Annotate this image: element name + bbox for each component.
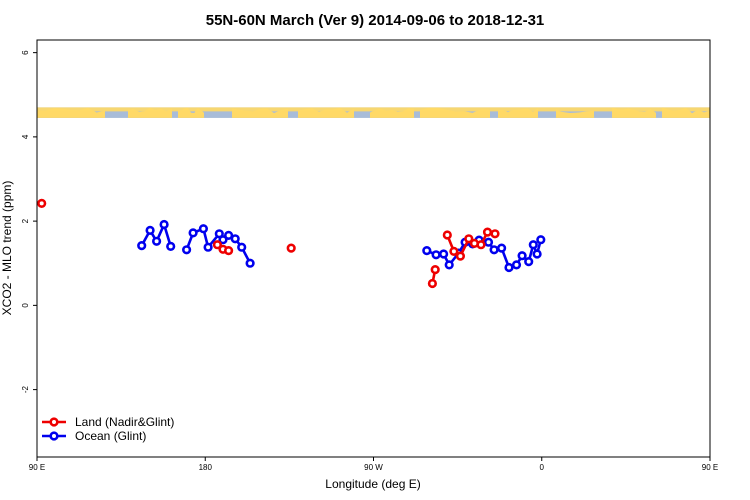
series-0-point-3-1 (746, 227, 750, 234)
series-0-point-2-3 (444, 260, 454, 270)
x-tick-label-1: 180 (199, 463, 213, 472)
series-0-point-1-6 (224, 230, 234, 240)
y-axis-label: XCO2 - MLO trend (ppm) (0, 181, 14, 316)
series-1-point-4-7 (490, 229, 500, 239)
series-0-point-1-0 (182, 245, 192, 255)
chart-title: 55N-60N March (Ver 9) 2014-09-06 to 2018… (206, 12, 545, 29)
series-0-point-2-16 (532, 249, 542, 259)
x-tick-label-0: 90 E (29, 463, 45, 472)
y-tick-label-1: 0 (21, 303, 30, 308)
series-1-point-4-6 (482, 227, 493, 237)
plot-frame (36, 39, 711, 458)
series-0-point-1-2 (198, 224, 208, 234)
series-0-point-2-8 (483, 237, 494, 247)
series-1-point-4-5 (476, 240, 486, 250)
series-0-point-1-1 (188, 228, 198, 238)
series-1-point-1-0 (212, 240, 222, 250)
series-0-point-0-0 (137, 241, 147, 251)
y-tick-label-4: 6 (21, 50, 30, 55)
series-0-point-0-3 (159, 219, 169, 230)
series-0-point-1-3 (203, 242, 213, 252)
series-1-point-0-0 (37, 198, 47, 208)
series-layer (37, 198, 750, 289)
series-1-point-4-3 (464, 234, 474, 244)
series-0-point-1-8 (237, 242, 247, 252)
series-1-point-3-1 (430, 265, 440, 275)
series-0-point-2-13 (517, 251, 527, 261)
series-0-point-2-9 (489, 245, 499, 255)
series-0-point-2-11 (504, 262, 514, 273)
series-1-point-4-2 (455, 251, 466, 261)
series-0-point-2-2 (439, 249, 449, 259)
map-land-8 (556, 109, 594, 118)
series-1-point-3-0 (427, 278, 438, 289)
series-0-point-0-4 (166, 241, 176, 251)
y-tick-label-0: -2 (21, 386, 30, 394)
legend-label-0: Land (Nadir&Glint) (75, 415, 174, 429)
series-0-point-0-2 (152, 236, 162, 246)
y-tick-label-2: 2 (21, 218, 30, 223)
series-0-point-2-17 (536, 235, 546, 245)
series-0-point-0-1 (145, 225, 155, 235)
series-0-point-2-10 (497, 243, 507, 253)
legend-label-1: Ocean (Glint) (75, 429, 146, 443)
series-0-point-1-7 (230, 234, 240, 244)
series-0-point-2-15 (528, 240, 538, 250)
series-1-point-1-2 (224, 246, 234, 256)
series-1-point-2-0 (286, 243, 296, 253)
series-0-point-3-0 (737, 243, 744, 250)
legend: Land (Nadir&Glint)Ocean (Glint) (42, 415, 174, 443)
x-tick-label-3: 0 (540, 463, 545, 472)
legend-marker-1 (49, 431, 59, 441)
series-1 (37, 198, 720, 289)
series-0-point-2-1 (431, 250, 441, 260)
map-strip-top-edge (37, 107, 710, 112)
y-tick-label-3: 4 (21, 134, 30, 139)
series-1-point-4-1 (449, 246, 459, 256)
series-1-point-4-0 (442, 230, 452, 240)
legend-marker-0 (49, 417, 59, 427)
series-1-point-5-0 (713, 200, 720, 207)
x-axis-label: Longitude (deg E) (325, 477, 420, 491)
axes: 90 E 180 90 W 0 90 E -2 0 2 4 6 (21, 50, 718, 472)
series-0-point-2-12 (511, 260, 522, 270)
series-0 (137, 219, 750, 273)
series-0-point-2-14 (524, 257, 534, 267)
map-strip (37, 107, 710, 118)
x-tick-label-4: 90 E (702, 463, 718, 472)
series-0-point-2-0 (422, 246, 432, 256)
series-0-point-1-9 (245, 258, 255, 268)
series-0-line-3 (740, 225, 750, 247)
series-0-point-1-5 (218, 235, 228, 245)
x-tick-label-2: 90 W (364, 463, 383, 472)
